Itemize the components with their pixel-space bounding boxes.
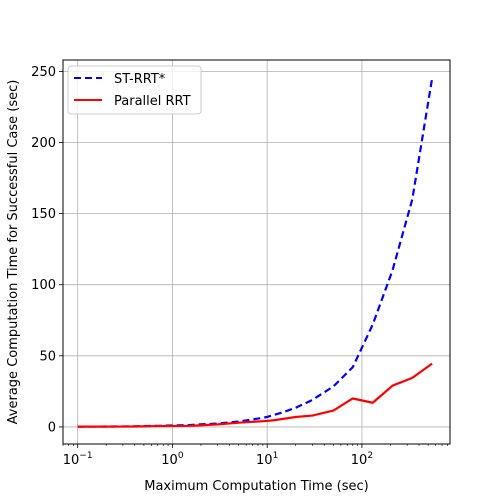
x-axis-label: Maximum Computation Time (sec) [144, 479, 368, 494]
y-tick-label: 0 [48, 420, 56, 435]
series-line-parallel-rrt [77, 362, 433, 428]
grid-lines [63, 60, 450, 444]
y-tick-label: 100 [31, 278, 56, 293]
series-layer [77, 78, 434, 428]
x-tick-label: 100 [161, 451, 184, 468]
legend-label-st-rrt: ST-RRT* [114, 72, 166, 87]
axis-ticks: 10−1 100 101 102 0 50 100 150 200 250 [31, 65, 448, 468]
x-tick-label: 102 [351, 451, 373, 468]
x-tick-label: 101 [256, 451, 278, 468]
legend: ST-RRT* Parallel RRT [67, 65, 202, 115]
y-axis-label: Average Computation Time for Successful … [6, 80, 21, 425]
y-tick-label: 200 [31, 136, 56, 151]
plot-frame [62, 59, 451, 445]
y-tick-label: 50 [39, 349, 56, 364]
y-tick-label: 150 [31, 207, 56, 222]
legend-label-parallel-rrt: Parallel RRT [114, 94, 191, 109]
y-tick-label: 250 [31, 65, 56, 80]
x-tick-label: 10−1 [63, 451, 93, 468]
